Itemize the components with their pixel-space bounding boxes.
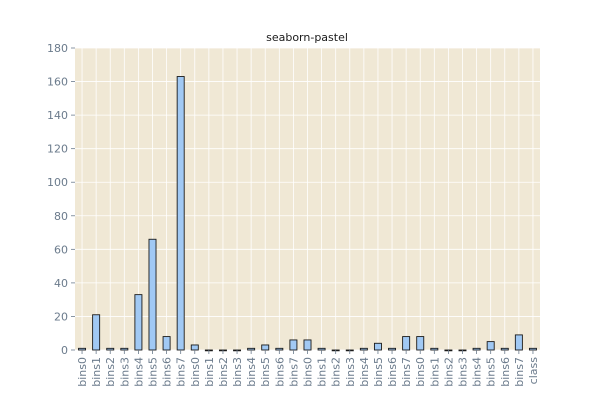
bar xyxy=(528,347,537,351)
x-tick-label: bins4 xyxy=(132,357,145,387)
bars xyxy=(78,76,537,352)
x-tick-label: bins3 xyxy=(457,357,470,387)
bar xyxy=(289,339,298,351)
x-tick-label: bins5 xyxy=(372,357,385,387)
y-tick-label: 100 xyxy=(47,176,68,189)
y-tick-label: 180 xyxy=(47,42,68,55)
bar xyxy=(317,347,326,351)
bar xyxy=(388,347,397,351)
y-tick-label: 40 xyxy=(54,277,68,290)
x-tick-label: bins4 xyxy=(471,357,484,387)
y-tick-label: 60 xyxy=(54,243,68,256)
x-tick-label: bins0 xyxy=(76,357,89,387)
x-tick-label: bins1 xyxy=(428,357,441,387)
y-tick-label: 140 xyxy=(47,109,68,122)
bar xyxy=(303,339,312,351)
bar xyxy=(430,347,439,351)
x-tick-label: bins7 xyxy=(287,357,300,387)
x-tick-label: bins7 xyxy=(175,357,188,387)
x-tick-label: bins4 xyxy=(358,357,371,387)
x-tick-label: bins6 xyxy=(386,357,399,387)
bar xyxy=(247,347,256,351)
bar xyxy=(190,344,199,351)
bar xyxy=(472,347,481,351)
x-tick-label: bins0 xyxy=(302,357,315,387)
x-tick-label: bins1 xyxy=(90,357,103,387)
x-tick-label: bins4 xyxy=(245,357,258,387)
x-tick-label: bins2 xyxy=(442,357,455,387)
bar xyxy=(261,344,270,351)
x-axis: bins0 bins1 bins2 bins3 bins4 bins5 bins6 bins7… xyxy=(76,350,540,387)
x-tick-label: class xyxy=(527,357,540,385)
x-tick-label: bins1 xyxy=(316,357,329,387)
x-tick-label: bins6 xyxy=(273,357,286,387)
x-tick-label: bins5 xyxy=(147,357,160,387)
x-tick-label: bins2 xyxy=(104,357,117,387)
x-tick-label: bins3 xyxy=(344,357,357,387)
bar xyxy=(373,342,382,351)
y-tick-label: 120 xyxy=(47,143,68,156)
bar xyxy=(416,336,425,351)
x-tick-label: bins6 xyxy=(499,357,512,387)
y-tick-label: 80 xyxy=(54,210,68,223)
bar xyxy=(162,336,171,351)
x-tick-label: bins3 xyxy=(231,357,244,387)
x-tick-label: bins5 xyxy=(485,357,498,387)
x-tick-label: bins0 xyxy=(414,357,427,387)
x-tick-label: bins5 xyxy=(259,357,272,387)
bar xyxy=(514,334,523,351)
bar xyxy=(176,76,185,351)
y-tick-label: 0 xyxy=(61,344,68,357)
bar xyxy=(148,238,157,351)
x-tick-label: bins6 xyxy=(161,357,174,387)
x-tick-label: bins0 xyxy=(189,357,202,387)
y-tick-label: 20 xyxy=(54,310,68,323)
bar xyxy=(120,347,129,351)
y-tick-label: 160 xyxy=(47,76,68,89)
x-tick-label: bins7 xyxy=(400,357,413,387)
bar xyxy=(486,341,495,351)
bar xyxy=(402,336,411,351)
y-axis: 0 20 40 60 80 100 120 140 160 180 xyxy=(47,42,75,357)
bar xyxy=(92,314,101,351)
bar xyxy=(78,347,87,351)
bar xyxy=(275,347,284,351)
x-tick-label: bins2 xyxy=(330,357,343,387)
x-tick-label: bins2 xyxy=(217,357,230,387)
x-tick-label: bins3 xyxy=(118,357,131,387)
bar xyxy=(134,294,143,351)
bar xyxy=(359,347,368,351)
chart-title: seaborn-pastel xyxy=(266,31,348,44)
bar xyxy=(500,347,509,351)
bar xyxy=(106,347,115,351)
x-tick-label: bins1 xyxy=(203,357,216,387)
x-tick-label: bins7 xyxy=(513,357,526,387)
